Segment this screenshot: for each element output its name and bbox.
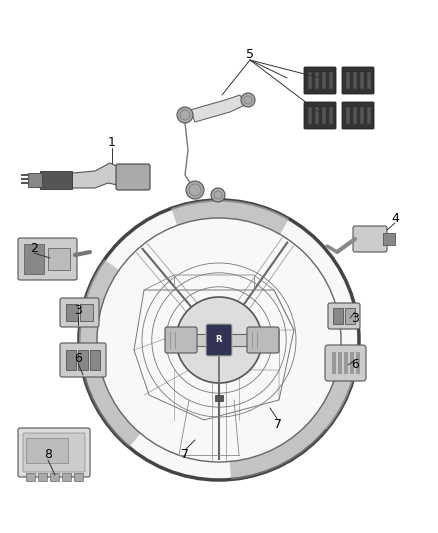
Bar <box>66 350 76 370</box>
Text: 6: 6 <box>74 351 82 365</box>
Text: 2: 2 <box>30 241 38 254</box>
Bar <box>356 352 360 374</box>
FancyBboxPatch shape <box>304 102 336 129</box>
Text: 8: 8 <box>44 448 52 462</box>
Text: 5: 5 <box>246 49 254 61</box>
Text: 3: 3 <box>351 311 359 325</box>
FancyBboxPatch shape <box>165 327 197 353</box>
Bar <box>308 107 312 124</box>
Bar <box>78 350 88 370</box>
Text: 6: 6 <box>351 359 359 372</box>
Bar <box>360 107 364 124</box>
Text: 7: 7 <box>274 418 282 432</box>
FancyBboxPatch shape <box>18 238 77 280</box>
FancyBboxPatch shape <box>342 67 374 94</box>
FancyBboxPatch shape <box>304 67 336 94</box>
Text: 4: 4 <box>391 212 399 224</box>
FancyBboxPatch shape <box>328 303 360 329</box>
Bar <box>360 72 364 89</box>
FancyBboxPatch shape <box>23 433 85 472</box>
Bar <box>26 438 68 463</box>
Text: 1: 1 <box>108 136 116 149</box>
Bar <box>315 107 319 124</box>
Bar <box>353 107 357 124</box>
Bar <box>26 473 35 481</box>
Bar <box>66 304 78 321</box>
Bar <box>383 233 395 245</box>
Text: R: R <box>216 335 222 344</box>
Circle shape <box>186 181 204 199</box>
Bar <box>332 352 336 374</box>
Bar <box>333 308 343 324</box>
Bar <box>50 473 59 481</box>
Bar <box>38 473 47 481</box>
Bar <box>345 308 355 324</box>
Polygon shape <box>312 361 357 430</box>
Circle shape <box>79 200 359 480</box>
FancyBboxPatch shape <box>353 226 387 252</box>
Polygon shape <box>190 95 245 122</box>
Bar <box>322 107 326 124</box>
Bar <box>48 248 70 270</box>
Bar <box>74 473 83 481</box>
Polygon shape <box>79 260 119 352</box>
FancyBboxPatch shape <box>60 298 99 327</box>
Bar <box>215 395 223 401</box>
Polygon shape <box>40 163 130 188</box>
Bar <box>346 107 350 124</box>
Bar <box>367 107 371 124</box>
Circle shape <box>211 188 225 202</box>
Bar <box>353 72 357 89</box>
FancyBboxPatch shape <box>342 102 374 129</box>
Bar <box>308 72 312 89</box>
Polygon shape <box>84 372 141 447</box>
FancyBboxPatch shape <box>325 345 366 381</box>
Bar <box>174 334 264 346</box>
Bar <box>80 304 93 321</box>
Text: 7: 7 <box>181 448 189 462</box>
Bar <box>346 72 350 89</box>
Bar <box>344 352 348 374</box>
Bar <box>367 72 371 89</box>
FancyBboxPatch shape <box>60 343 106 377</box>
Bar <box>90 350 100 370</box>
Polygon shape <box>230 418 326 480</box>
Bar <box>329 72 333 89</box>
Polygon shape <box>171 200 289 235</box>
Bar <box>329 107 333 124</box>
Bar <box>322 72 326 89</box>
Bar <box>350 352 354 374</box>
Bar <box>62 473 71 481</box>
Text: 3: 3 <box>74 303 82 317</box>
FancyBboxPatch shape <box>247 327 279 353</box>
FancyBboxPatch shape <box>116 164 150 190</box>
Circle shape <box>241 93 255 107</box>
Bar <box>338 352 342 374</box>
Bar <box>40 171 72 189</box>
Bar <box>24 244 44 274</box>
Bar <box>28 173 42 187</box>
Circle shape <box>177 107 193 123</box>
FancyBboxPatch shape <box>206 324 232 356</box>
Bar <box>315 72 319 89</box>
FancyBboxPatch shape <box>18 428 90 477</box>
Circle shape <box>176 297 262 383</box>
